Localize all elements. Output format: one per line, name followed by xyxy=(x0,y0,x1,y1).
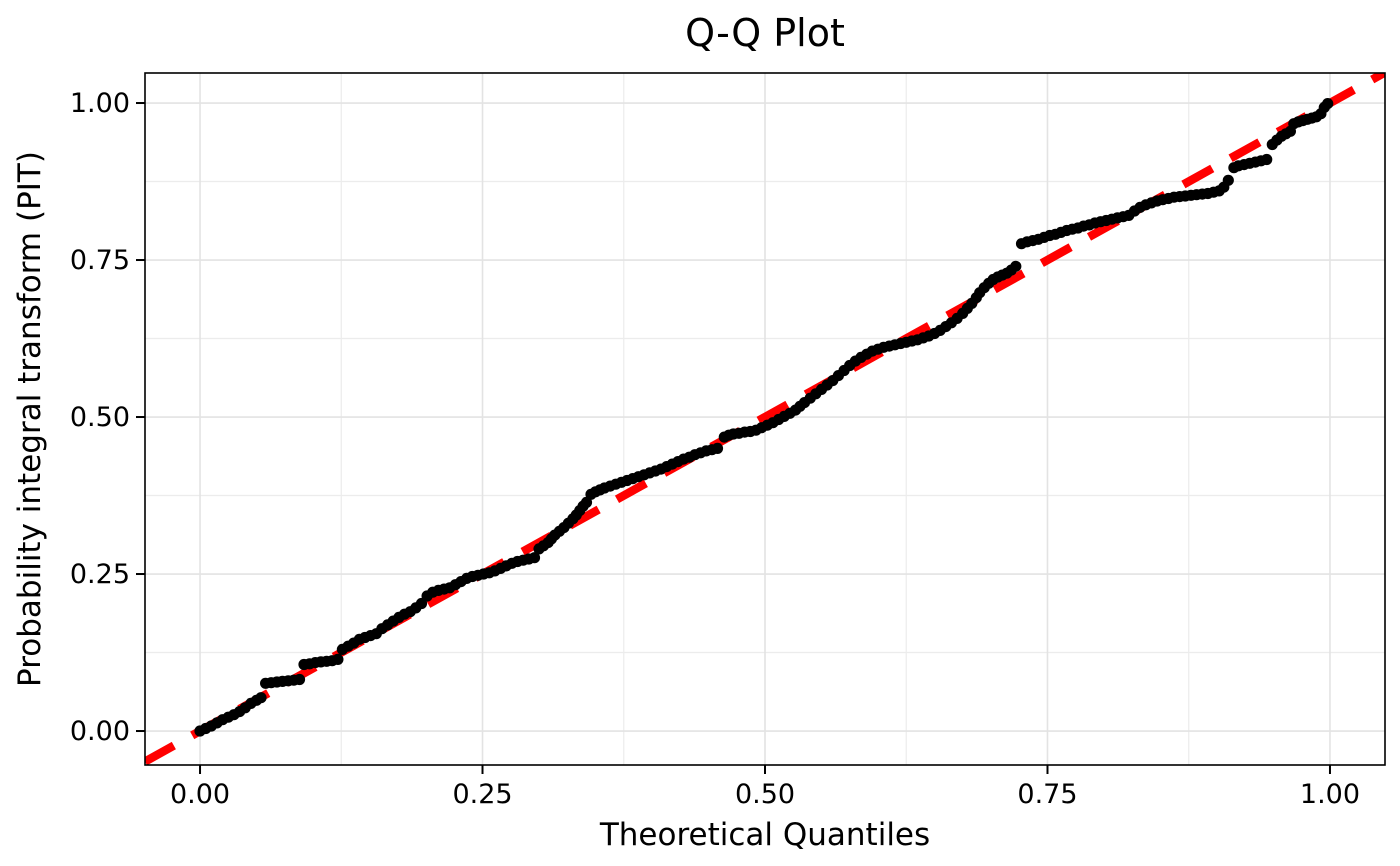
y-tick-label: 0.00 xyxy=(70,716,130,747)
y-axis-label: Probability integral transform (PIT) xyxy=(12,151,48,687)
plot-title: Q-Q Plot xyxy=(685,11,845,55)
x-tick-label: 0.25 xyxy=(452,779,512,810)
x-tick-label: 0.50 xyxy=(735,779,795,810)
y-tick-label: 0.50 xyxy=(70,402,130,433)
x-tick-label: 1.00 xyxy=(1300,779,1360,810)
data-point xyxy=(528,552,541,564)
x-axis-label: Theoretical Quantiles xyxy=(599,817,930,853)
data-point xyxy=(1322,98,1334,110)
data-point xyxy=(293,673,306,686)
data-point xyxy=(332,653,344,666)
scatter-points-layer xyxy=(194,98,1334,737)
data-point xyxy=(1222,174,1234,186)
y-tick-label: 0.25 xyxy=(70,559,130,590)
x-tick-label: 0.75 xyxy=(1017,779,1077,810)
data-point xyxy=(711,442,724,454)
data-point xyxy=(1261,153,1273,166)
axis-ticks-layer xyxy=(136,102,1331,774)
x-tick-label: 0.00 xyxy=(170,779,230,810)
data-point xyxy=(1010,260,1022,272)
y-tick-label: 1.00 xyxy=(70,88,130,119)
tick-labels-layer: 0.00 0.25 0.50 0.75 1.00 0.00 0.25 0.50 0.75 1.00 xyxy=(70,88,1360,810)
data-point xyxy=(255,692,267,704)
y-tick-label: 0.75 xyxy=(70,245,130,276)
